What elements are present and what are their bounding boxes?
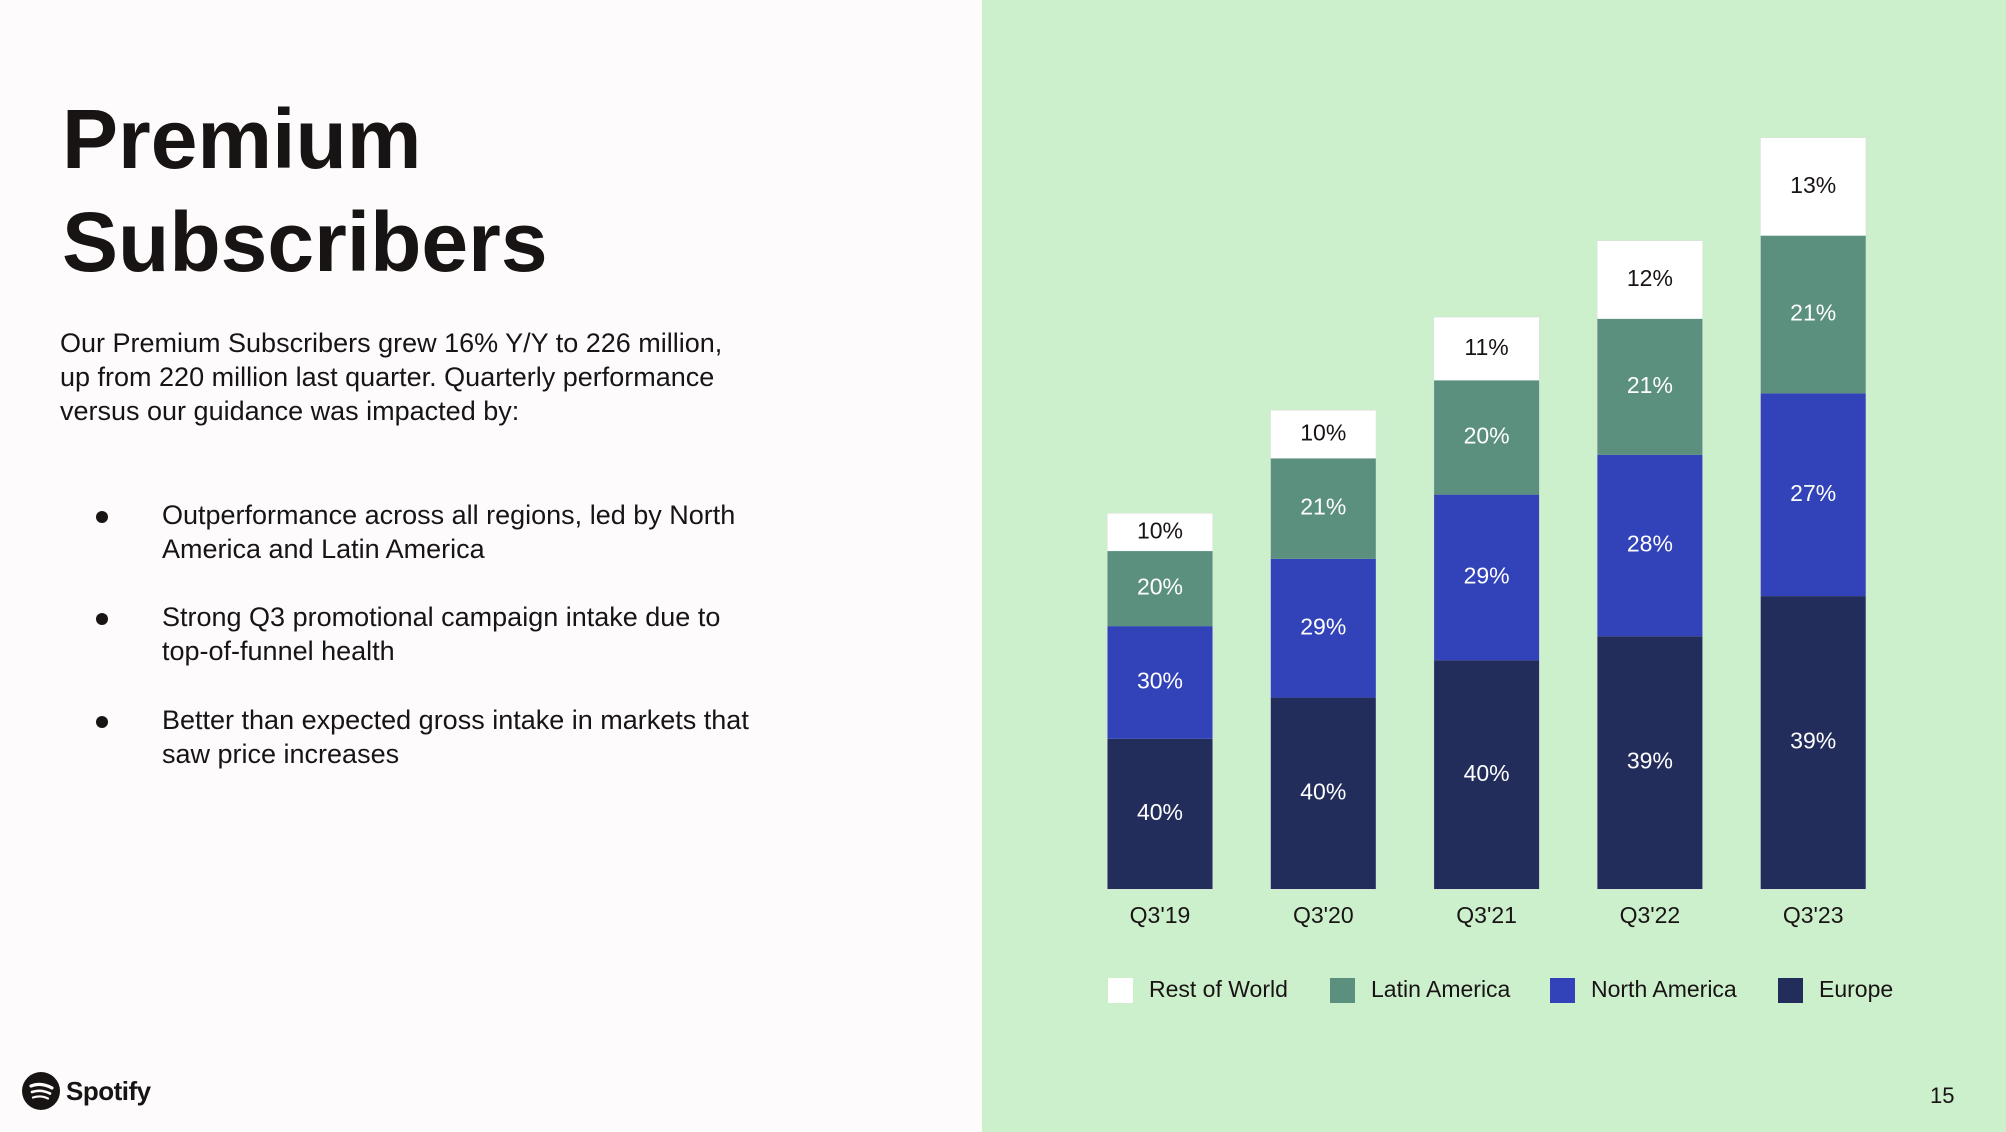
data-label: 39% — [1790, 728, 1836, 754]
data-label: 13% — [1790, 172, 1836, 198]
data-label: 30% — [1137, 668, 1183, 694]
legend-label: Latin America — [1371, 976, 1511, 1002]
bar-segment — [1760, 138, 1866, 236]
data-label: 21% — [1627, 372, 1673, 398]
data-label: 21% — [1790, 300, 1836, 326]
bullet-text: Outperformance across all regions, led b… — [162, 500, 736, 564]
legend-swatch — [1330, 978, 1355, 1003]
x-tick-label: Q3'22 — [1620, 902, 1681, 928]
legend-label: Rest of World — [1149, 976, 1288, 1002]
bar-segment — [1760, 235, 1866, 394]
logo-icon — [22, 1072, 60, 1110]
bar-segment — [1107, 626, 1213, 739]
data-label: 39% — [1627, 748, 1673, 774]
data-label: 20% — [1464, 423, 1510, 449]
legend-label: North America — [1591, 976, 1737, 1002]
bullet-dot — [96, 716, 108, 728]
logo: Spotify — [22, 1071, 151, 1111]
bar-segment — [1107, 551, 1213, 627]
data-label: 10% — [1300, 419, 1346, 445]
bar-segment — [1434, 660, 1540, 889]
x-tick-label: Q3'20 — [1293, 902, 1354, 928]
slide-title: Premium Subscribers — [62, 92, 548, 289]
x-tick-label: Q3'23 — [1783, 902, 1844, 928]
data-label: 28% — [1627, 531, 1673, 557]
data-label: 20% — [1137, 574, 1183, 600]
data-label: 12% — [1627, 265, 1673, 291]
bar-segment — [1107, 513, 1213, 552]
intro-text: Our Premium Subscribers grew 16% Y/Y to … — [60, 328, 723, 426]
bar-segment — [1434, 317, 1540, 381]
data-label: 40% — [1137, 799, 1183, 825]
data-label: 40% — [1464, 760, 1510, 786]
bar-segment — [1760, 596, 1866, 889]
legend-label: Europe — [1819, 976, 1893, 1002]
legend-swatch — [1778, 978, 1803, 1003]
bar-segment — [1270, 410, 1376, 459]
bar-segment — [1270, 697, 1376, 889]
page-number: 15 — [1930, 1083, 1955, 1108]
bar-segment — [1597, 636, 1703, 889]
data-label: 11% — [1464, 334, 1508, 360]
bar-segment — [1597, 318, 1703, 455]
x-tick-label: Q3'19 — [1130, 902, 1191, 928]
bar-segment — [1434, 494, 1540, 661]
data-label: 29% — [1464, 563, 1510, 589]
bullet-dot — [96, 613, 108, 625]
data-label: 40% — [1300, 778, 1346, 804]
bar-segment — [1270, 558, 1376, 698]
data-label: 21% — [1300, 494, 1346, 520]
bar-segment — [1597, 241, 1703, 319]
bar-segment — [1760, 393, 1866, 597]
x-tick-label: Q3'21 — [1456, 902, 1517, 928]
logo-text: Spotify — [66, 1075, 151, 1106]
bar-segment — [1107, 738, 1213, 889]
legend-swatch — [1550, 978, 1575, 1003]
bar-segment — [1434, 380, 1540, 495]
bar-segment — [1270, 458, 1376, 559]
bullet-text: Better than expected gross intake in mar… — [162, 705, 749, 769]
bullet-dot — [96, 511, 108, 523]
data-label: 29% — [1300, 613, 1346, 639]
bar-segment — [1597, 454, 1703, 637]
data-label: 10% — [1137, 517, 1183, 543]
data-label: 27% — [1790, 480, 1836, 506]
legend-swatch — [1108, 978, 1133, 1003]
bullet-text: Strong Q3 promotional campaign intake du… — [162, 602, 721, 666]
